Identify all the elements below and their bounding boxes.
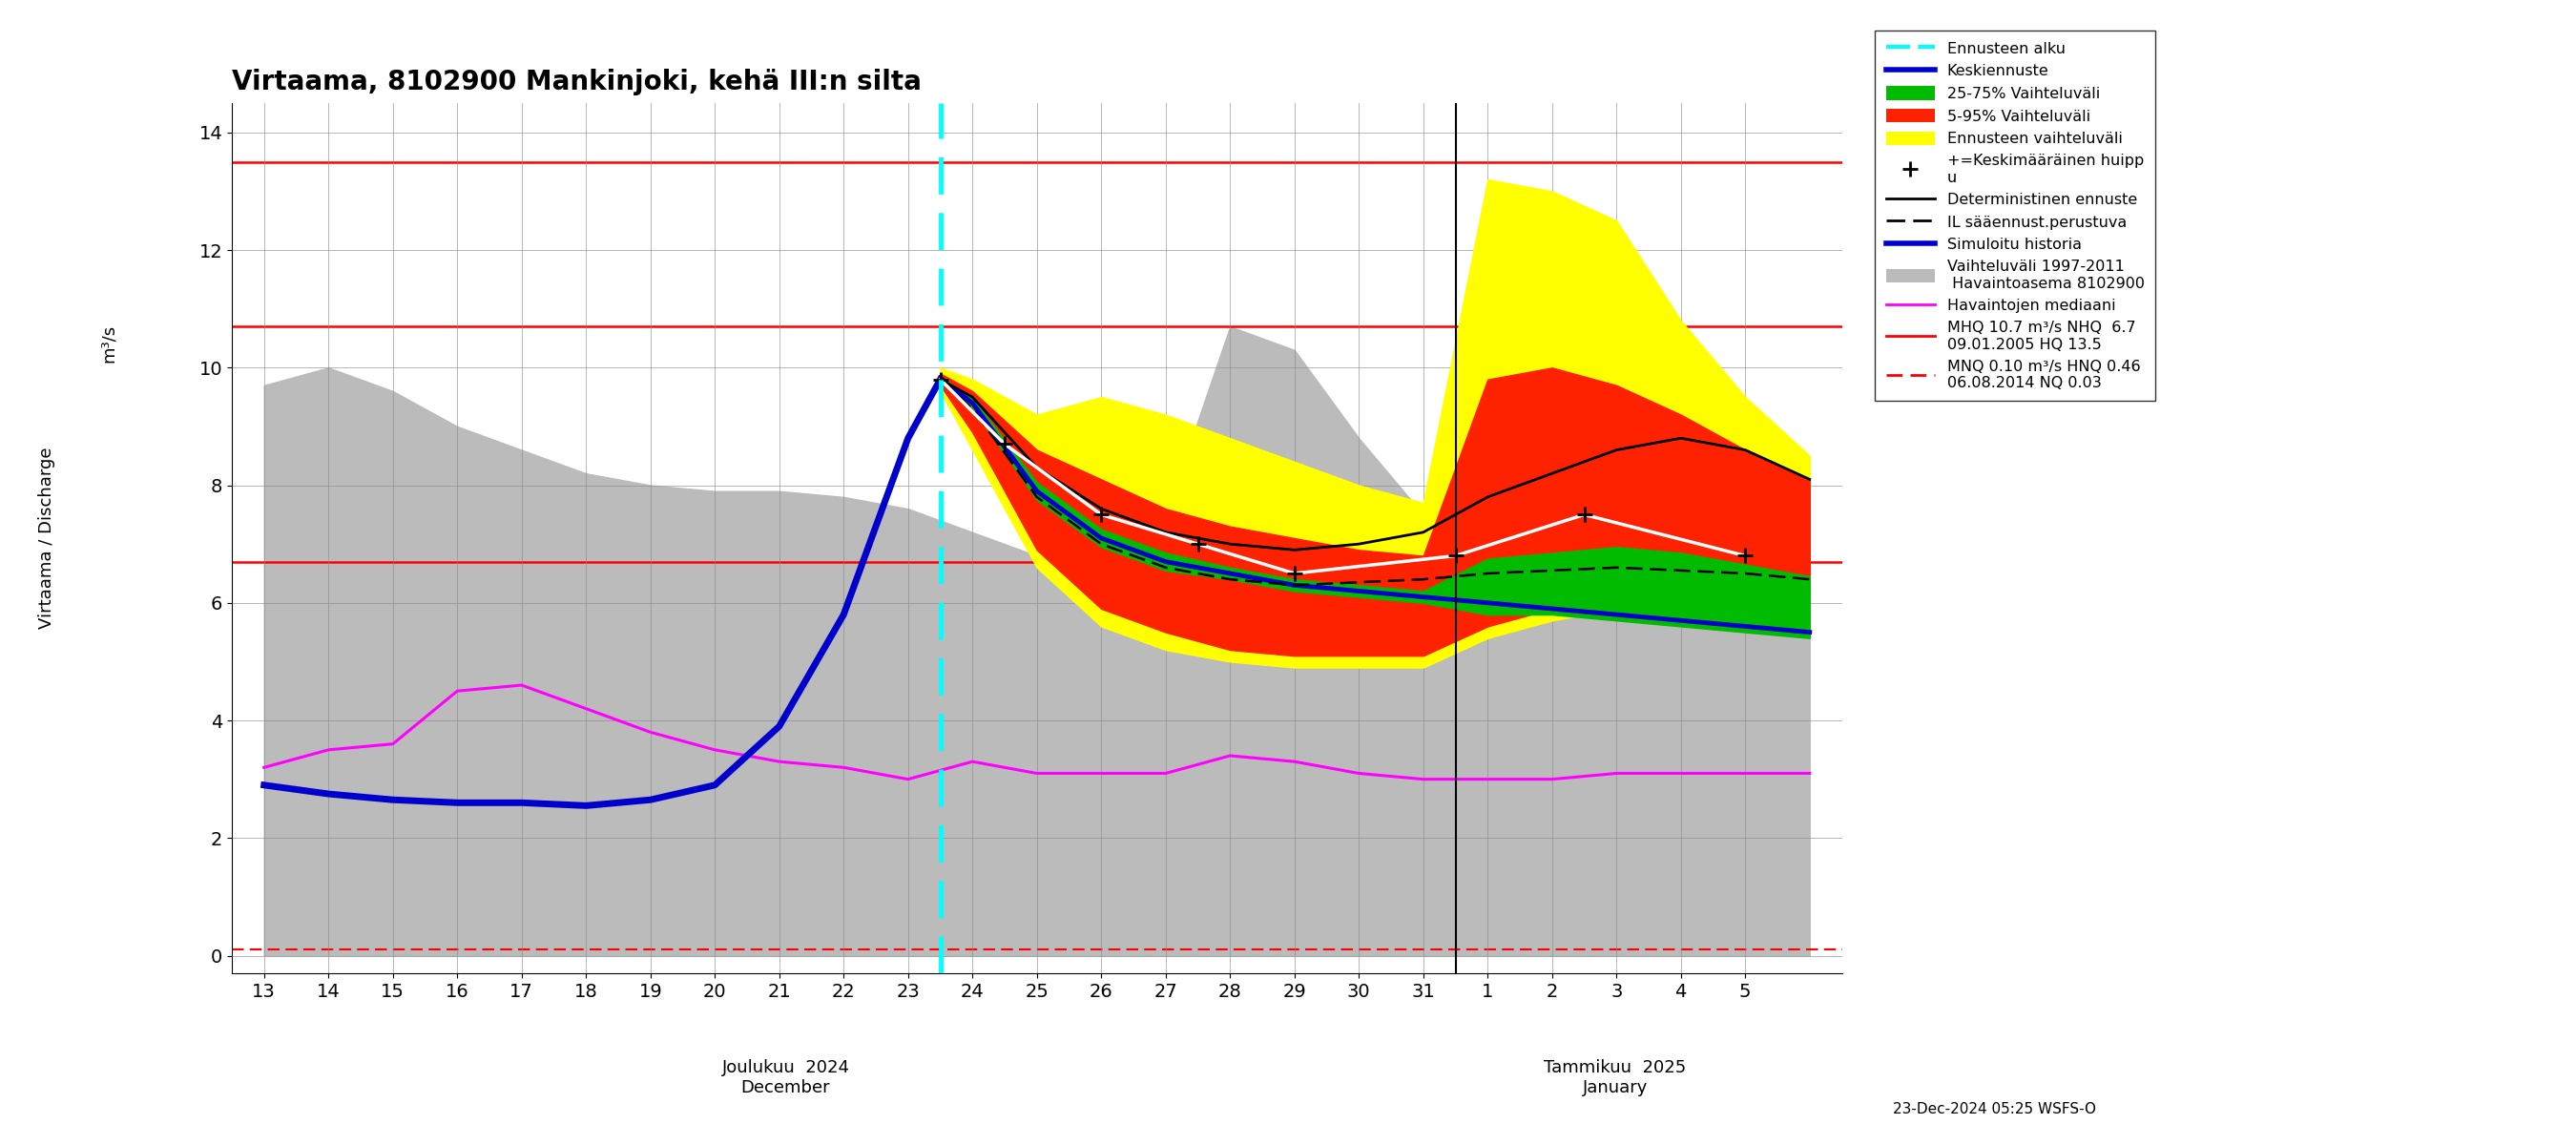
Text: Tammikuu  2025
January: Tammikuu 2025 January xyxy=(1543,1059,1687,1096)
Text: Joulukuu  2024
December: Joulukuu 2024 December xyxy=(721,1059,850,1096)
Text: Virtaama / Discharge: Virtaama / Discharge xyxy=(39,448,54,629)
Text: Virtaama, 8102900 Mankinjoki, kehä III:n silta: Virtaama, 8102900 Mankinjoki, kehä III:n… xyxy=(232,69,922,95)
Text: m³/s: m³/s xyxy=(100,324,116,363)
Text: 23-Dec-2024 05:25 WSFS-O: 23-Dec-2024 05:25 WSFS-O xyxy=(1893,1101,2097,1116)
Legend: Ennusteen alku, Keskiennuste, 25-75% Vaihteluväli, 5-95% Vaihteluväli, Ennusteen: Ennusteen alku, Keskiennuste, 25-75% Vai… xyxy=(1875,31,2156,401)
